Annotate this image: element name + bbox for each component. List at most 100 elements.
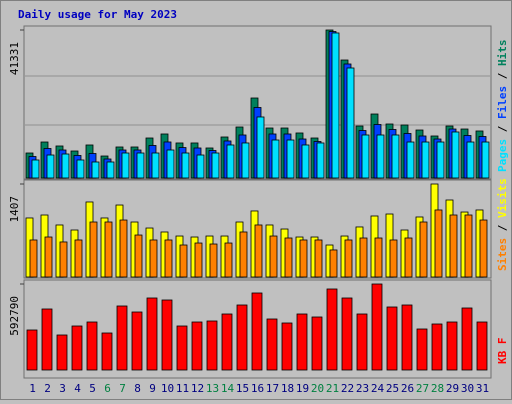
bar xyxy=(161,299,173,371)
bar xyxy=(451,131,460,179)
bar xyxy=(251,292,263,371)
chart-title: Daily usage for May 2023 xyxy=(18,8,177,21)
bar xyxy=(131,311,143,371)
bar xyxy=(466,141,475,179)
bar xyxy=(101,332,113,371)
bar xyxy=(89,221,98,278)
bar xyxy=(371,283,383,371)
bar xyxy=(359,237,368,278)
x-tick-label: 13 xyxy=(206,382,219,395)
bar xyxy=(166,149,175,179)
bar xyxy=(121,152,130,179)
bar xyxy=(134,234,143,278)
bar xyxy=(476,321,488,371)
bar xyxy=(421,141,430,179)
bar xyxy=(221,313,233,371)
bar xyxy=(376,134,385,179)
bar xyxy=(344,239,353,278)
bar xyxy=(401,304,413,371)
bar xyxy=(226,144,235,179)
bar xyxy=(86,321,98,371)
x-tick-label: 7 xyxy=(119,382,126,395)
bar xyxy=(196,154,205,179)
x-tick-label: 14 xyxy=(221,382,235,395)
x-tick-label: 20 xyxy=(311,382,324,395)
x-tick-label: 8 xyxy=(134,382,141,395)
legend-separator: / xyxy=(496,66,509,86)
legend-entry: Sites xyxy=(496,238,509,271)
bar xyxy=(119,219,128,278)
y-tick-label: 41331 xyxy=(8,42,21,75)
bar xyxy=(256,116,265,179)
bar xyxy=(301,144,310,179)
x-tick-label: 10 xyxy=(161,382,174,395)
x-tick-label: 3 xyxy=(59,382,66,395)
bar xyxy=(389,239,398,278)
bar xyxy=(341,297,353,371)
bar xyxy=(286,139,295,179)
bar xyxy=(416,328,428,371)
bar xyxy=(41,308,53,371)
bar xyxy=(431,323,443,371)
bar xyxy=(179,244,188,278)
x-tick-label: 19 xyxy=(296,382,309,395)
x-tick-label: 22 xyxy=(341,382,354,395)
bar xyxy=(419,221,428,278)
bar xyxy=(356,313,368,371)
bar xyxy=(29,239,38,278)
y-tick-label: 1407 xyxy=(8,196,21,223)
bar xyxy=(314,239,323,278)
bar xyxy=(481,141,490,179)
bar xyxy=(104,221,113,278)
bar xyxy=(76,159,85,179)
bar xyxy=(326,288,338,371)
bar xyxy=(44,236,53,278)
x-tick-label: 15 xyxy=(236,382,249,395)
bar xyxy=(46,154,55,179)
bar xyxy=(209,243,218,278)
x-tick-label: 29 xyxy=(446,382,459,395)
bar xyxy=(271,139,280,179)
bar xyxy=(149,239,158,278)
bar xyxy=(446,321,458,371)
bar xyxy=(449,214,458,278)
bar xyxy=(146,297,158,371)
legend: Pages / Files / Hits xyxy=(496,40,509,173)
bar xyxy=(106,161,115,179)
legend-separator: / xyxy=(496,119,509,139)
bar xyxy=(239,231,248,278)
bar xyxy=(361,134,370,179)
bar xyxy=(224,242,233,278)
bar xyxy=(31,159,40,179)
bar xyxy=(406,141,415,179)
bar xyxy=(176,325,188,371)
bar xyxy=(194,242,203,278)
bar xyxy=(346,67,355,179)
bar xyxy=(374,237,383,278)
bar xyxy=(91,161,100,179)
legend-separator: / xyxy=(496,218,509,238)
bar xyxy=(266,318,278,371)
bar xyxy=(386,306,398,371)
legend-entry: KB F xyxy=(496,338,509,365)
legend-entry: Hits xyxy=(496,40,509,67)
x-tick-label: 4 xyxy=(74,382,81,395)
legend: KB F xyxy=(496,338,509,365)
bar xyxy=(391,134,400,179)
x-tick-label: 11 xyxy=(176,382,189,395)
bar xyxy=(61,153,70,179)
legend: Sites / Visits xyxy=(496,178,509,271)
x-tick-label: 1 xyxy=(29,382,36,395)
bar xyxy=(116,305,128,371)
x-tick-label: 31 xyxy=(476,382,489,395)
bar xyxy=(331,32,340,179)
x-tick-label: 27 xyxy=(416,382,429,395)
bar xyxy=(71,325,83,371)
bar xyxy=(434,209,443,278)
bar xyxy=(479,219,488,278)
bar xyxy=(281,322,293,371)
x-tick-label: 25 xyxy=(386,382,399,395)
x-tick-label: 6 xyxy=(104,382,111,395)
bar xyxy=(436,141,445,179)
bar xyxy=(316,142,325,179)
